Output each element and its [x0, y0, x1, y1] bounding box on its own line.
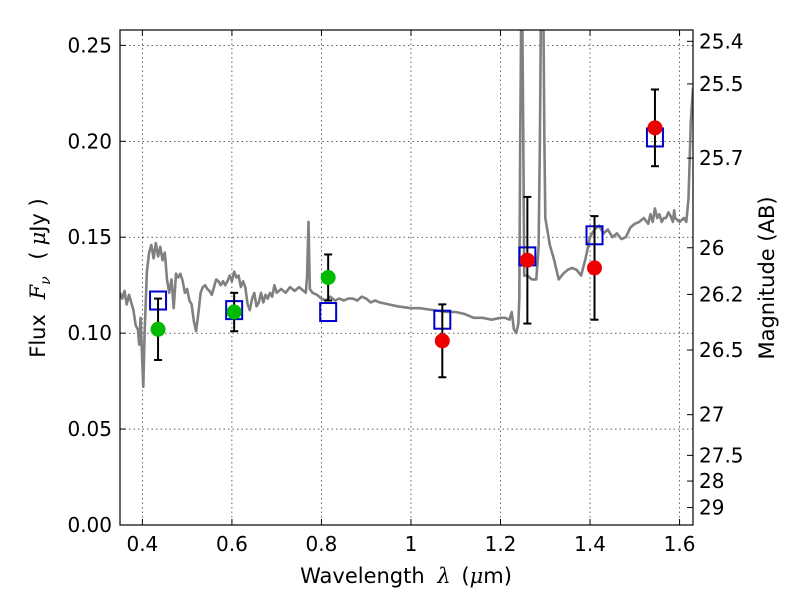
x-axis-unit-rest: m)	[483, 564, 512, 588]
y-axis-symbol: F	[26, 283, 50, 300]
x-axis-title-prefix: Wavelength	[300, 564, 425, 588]
y-tick-label: 0.15	[67, 225, 112, 249]
mag-tick-label: 27	[699, 403, 724, 427]
y-axis-unit-rest: Jy )	[26, 198, 50, 234]
x-tick-label: 1.6	[664, 532, 696, 556]
optical-photometry-point	[320, 270, 336, 285]
data-series	[120, 30, 693, 389]
nir-photometry-point	[587, 260, 603, 276]
mag-tick-label: 25.5	[699, 72, 744, 96]
x-axis-title: Wavelength λ (μm)	[300, 564, 512, 588]
y-tick-label: 0.10	[67, 321, 112, 345]
nir-photometry-point	[434, 333, 450, 349]
y-axis-title-prefix: Flux	[26, 314, 50, 358]
mag-tick-label: 26	[699, 236, 724, 260]
optical-photometry-point	[226, 304, 242, 320]
x-tick-label: 0.6	[216, 532, 248, 556]
mag-tick-label: 25.7	[699, 146, 744, 170]
x-tick-label: 0.8	[306, 532, 338, 556]
mag-tick-label: 26.2	[699, 282, 744, 306]
y-axis-unit-mu: μ	[26, 232, 50, 246]
y-axis-unit-open: (	[26, 251, 50, 259]
optical-photometry-point	[150, 321, 166, 337]
plot-frame	[119, 29, 694, 526]
y-tick-label: 0.00	[67, 513, 112, 537]
mag-tick-label: 29	[699, 496, 724, 520]
x-axis-symbol: λ	[436, 564, 450, 588]
y-tick-label: 0.25	[67, 33, 112, 57]
axis-ticks: 0.4 0.6 0.8 1 1.2 1.4 1.6 0.00 0.05 0.10 0.15 0.20 0…	[67, 29, 743, 556]
mag-tick-label: 27.5	[699, 443, 744, 467]
nir-photometry-point	[647, 120, 663, 136]
x-axis-unit-mu: μ	[470, 564, 484, 588]
plot-background	[120, 30, 693, 525]
mag-tick-label: 28	[699, 469, 724, 493]
nir-photometry-point	[519, 252, 535, 268]
x-tick-label: 1	[405, 532, 418, 556]
y-axis-subscript: ν	[38, 276, 54, 285]
model-photometry-point	[319, 302, 338, 323]
y2-axis-title: Magnitude (AB)	[755, 196, 779, 359]
x-tick-label: 0.4	[126, 532, 158, 556]
x-tick-label: 1.4	[574, 532, 606, 556]
x-axis-unit-open: (	[461, 564, 469, 588]
y-tick-label: 0.05	[67, 417, 112, 441]
mag-tick-label: 26.5	[699, 338, 744, 362]
mag-tick-label: 25.4	[699, 29, 744, 53]
y-axis-title: Flux Fν ( μJy )	[26, 198, 55, 357]
y-tick-label: 0.20	[67, 129, 112, 153]
x-tick-label: 1.2	[485, 532, 517, 556]
